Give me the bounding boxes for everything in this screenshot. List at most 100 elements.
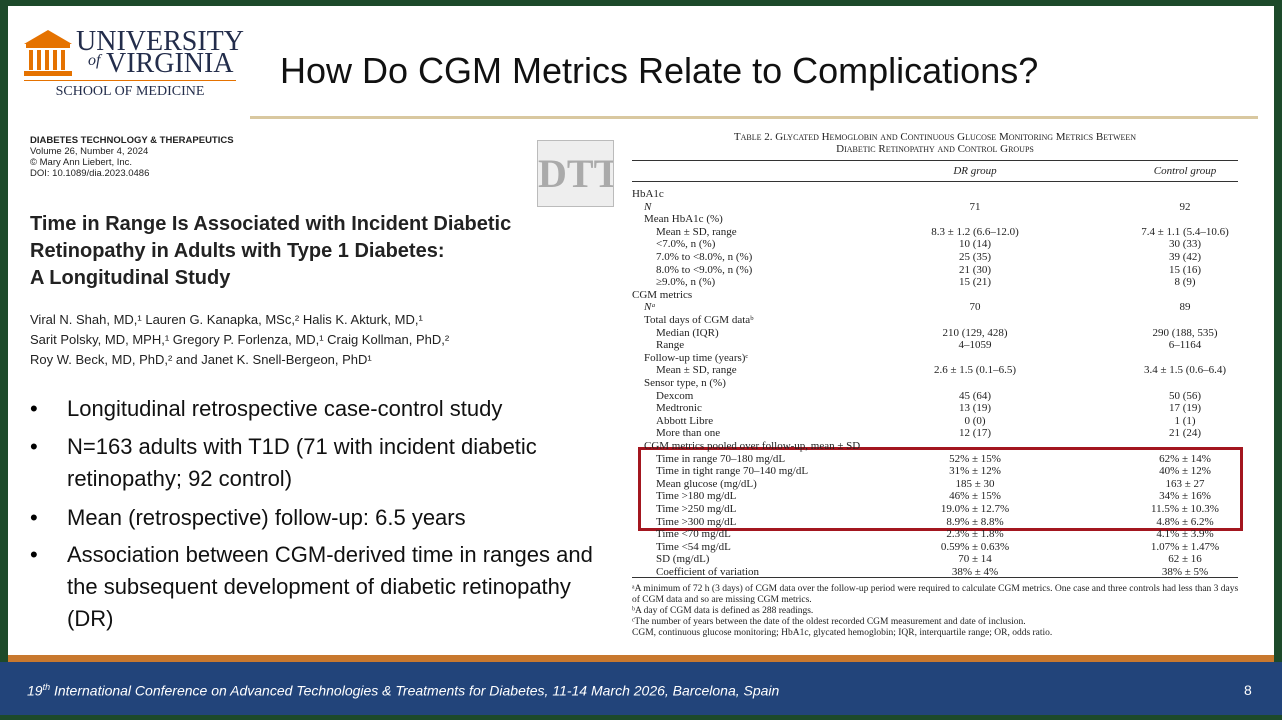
- footer-bar: [0, 662, 1282, 715]
- highlight-box: [638, 447, 1243, 531]
- cell-value: 39 (42): [1168, 251, 1202, 263]
- cell-value: 290 (188, 535): [1152, 326, 1218, 339]
- cell-value: 10 (14): [958, 238, 992, 251]
- bullet-dot: •: [30, 505, 38, 530]
- footer-accent: [8, 655, 1274, 662]
- footnote: ᶜThe number of years between the date of…: [632, 617, 1026, 627]
- cell-value: 4–1059: [958, 339, 992, 352]
- logo-of: of: [88, 52, 101, 69]
- slide-title: How Do CGM Metrics Relate to Complicatio…: [280, 50, 1039, 91]
- row-label: Follow-up time (years)ᶜ: [644, 351, 749, 364]
- cell-value: 70: [969, 301, 981, 314]
- column-header: DR group: [953, 165, 997, 177]
- row-label: Mean HbA1c (%): [644, 213, 723, 226]
- cell-value: 185 ± 30: [955, 477, 995, 490]
- cell-value: 163 ± 27: [1165, 477, 1205, 490]
- paper-title: Retinopathy in Adults with Type 1 Diabet…: [30, 240, 445, 262]
- cell-value: 0 (0): [964, 414, 986, 427]
- row-label: CGM metrics pooled over follow-up, mean …: [644, 440, 861, 452]
- conference-number: 19: [27, 682, 43, 699]
- logo-line2: VIRGINIA: [106, 48, 234, 79]
- journal-logo: DTT: [537, 140, 614, 207]
- cell-value: 1.07% ± 1.47%: [1150, 540, 1220, 553]
- logo-sub: SCHOOL OF MEDICINE: [55, 84, 205, 99]
- row-label: Coefficient of variation: [656, 566, 760, 578]
- cell-value: 210 (129, 428): [942, 326, 1008, 339]
- cell-value: 3.4 ± 1.5 (0.6–6.4): [1143, 364, 1227, 377]
- cell-value: 40% ± 12%: [1159, 465, 1211, 478]
- cell-value: 71: [969, 200, 981, 213]
- paper-authors: Roy W. Beck, MD, PhD,² and Janet K. Snel…: [30, 352, 372, 367]
- cell-value: 62 ± 16: [1168, 553, 1202, 566]
- row-label: Total days of CGM dataᵇ: [644, 314, 754, 326]
- footnote: ᵇA day of CGM data is defined as 288 rea…: [632, 606, 814, 616]
- table-caption: Table 2. Glycated Hemoglobin and Continu…: [733, 131, 1137, 143]
- cell-value: 31% ± 12%: [949, 465, 1001, 478]
- row-label: 8.0% to <9.0%, n (%): [656, 263, 753, 276]
- cell-value: 12 (17): [958, 427, 992, 440]
- row-label: 7.0% to <8.0%, n (%): [656, 251, 753, 263]
- journal-info: Volume 26, Number 4, 2024: [30, 146, 149, 157]
- paper-title: A Longitudinal Study: [30, 267, 231, 289]
- row-label: Time >300 mg/dL: [656, 515, 737, 528]
- bullet-dot: •: [30, 542, 38, 567]
- logo-line1: UNIVERSITY: [76, 26, 244, 57]
- cell-value: 92: [1179, 200, 1191, 213]
- conference: 19th International Conference on Advance…: [27, 682, 779, 699]
- cell-value: 11.5% ± 10.3%: [1151, 503, 1219, 515]
- row-label: Time >180 mg/dL: [656, 490, 737, 503]
- row-label: Time <54 mg/dL: [656, 540, 731, 553]
- row-label: <7.0%, n (%): [656, 238, 716, 251]
- row-label: Time >250 mg/dL: [656, 503, 737, 515]
- paper-authors: Viral N. Shah, MD,¹ Lauren G. Kanapka, M…: [30, 312, 423, 327]
- cell-value: 19.0% ± 12.7%: [940, 503, 1010, 515]
- cell-value: 4.8% ± 6.2%: [1156, 515, 1214, 528]
- row-label: More than one: [656, 427, 721, 440]
- cell-value: 8.9% ± 8.8%: [946, 515, 1004, 528]
- bullet-dot: •: [30, 434, 38, 459]
- row-label: N: [644, 200, 652, 213]
- cell-value: 52% ± 15%: [949, 452, 1001, 465]
- row-label: Mean ± SD, range: [656, 364, 737, 377]
- row-label: Sensor type, n (%): [644, 377, 726, 389]
- cell-value: 8.3 ± 1.2 (6.6–12.0): [931, 225, 1019, 238]
- cell-value: 89: [1179, 301, 1191, 314]
- cell-value: 46% ± 15%: [949, 490, 1001, 503]
- table-rule: [632, 160, 1238, 161]
- paper-title: Time in Range Is Associated with Inciden…: [30, 213, 512, 235]
- cell-value: 7.4 ± 1.1 (5.4–10.6): [1141, 225, 1229, 238]
- cell-value: 0.59% ± 0.63%: [940, 540, 1010, 553]
- row-label: Time <70 mg/dL: [656, 528, 731, 541]
- cell-value: 17 (19): [1168, 402, 1202, 415]
- cell-value: 70 ± 14: [958, 553, 992, 566]
- journal-info: DIABETES TECHNOLOGY & THERAPEUTICS: [30, 135, 234, 146]
- row-label: Median (IQR): [656, 326, 719, 339]
- cell-value: 8 (9): [1174, 276, 1196, 289]
- footnote: ᵃA minimum of 72 h (3 days) of CGM data …: [632, 584, 1239, 605]
- paper-authors: Sarit Polsky, MD, MPH,¹ Gregory P. Forle…: [30, 332, 450, 347]
- row-label: ≥9.0%, n (%): [656, 276, 716, 289]
- table-caption: Diabetic Retinopathy and Control Groups: [836, 143, 1034, 155]
- row-label: CGM metrics: [632, 288, 693, 301]
- cell-value: 38% ± 4%: [951, 566, 999, 578]
- row-label: HbA1c: [632, 188, 664, 200]
- cell-value: 6–1164: [1168, 339, 1202, 352]
- page-number: 8: [1244, 682, 1252, 698]
- journal-info: DOI: 10.1089/dia.2023.0486: [30, 168, 150, 179]
- bullet: Longitudinal retrospective case-control …: [67, 396, 503, 421]
- row-label: Abbott Libre: [656, 414, 714, 427]
- conference-text: International Conference on Advanced Tec…: [50, 682, 780, 699]
- row-label: Mean ± SD, range: [656, 225, 737, 238]
- row-label: SD (mg/dL): [656, 553, 710, 566]
- logo-rule: [24, 80, 236, 81]
- table-rule: [632, 181, 1238, 182]
- cell-value: 15 (16): [1168, 263, 1202, 276]
- cell-value: 25 (35): [958, 251, 992, 263]
- journal-info: © Mary Ann Liebert, Inc.: [30, 157, 133, 168]
- cell-value: 1 (1): [1174, 414, 1196, 427]
- row-label: Mean glucose (mg/dL): [656, 477, 757, 490]
- column-header: Control group: [1153, 165, 1217, 177]
- cell-value: 21 (24): [1168, 427, 1202, 440]
- cell-value: 2.6 ± 1.5 (0.1–6.5): [933, 364, 1017, 377]
